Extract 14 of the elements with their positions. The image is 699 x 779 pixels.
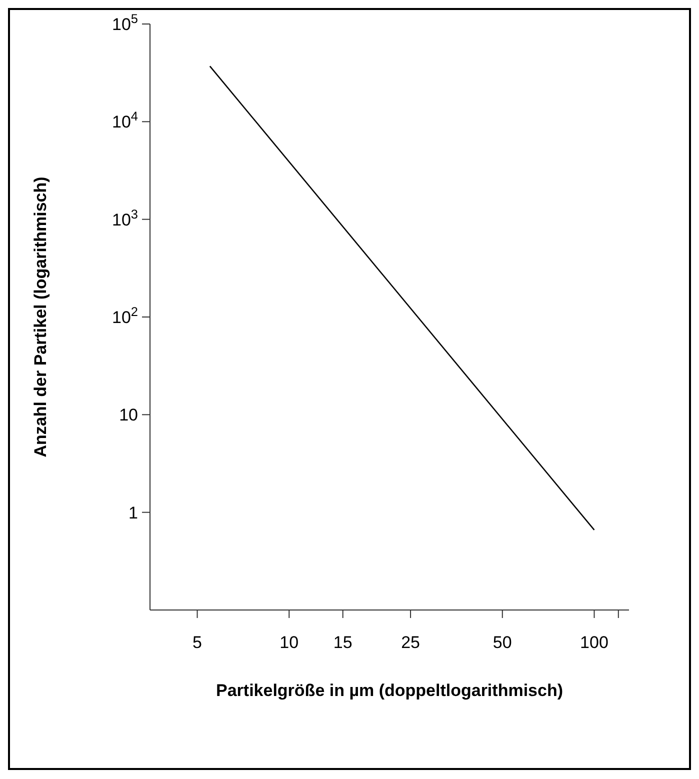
y-tick-label: 10$^{2}$: [112, 304, 138, 327]
x-tick-label: 25: [401, 633, 420, 652]
y-tick-label: 10$^{3}$: [112, 206, 138, 230]
y-tick-label: 10$^{4}$: [112, 108, 138, 132]
y-tick-label: 1: [128, 503, 138, 522]
x-tick-label: 10: [280, 633, 299, 652]
x-tick-label: 50: [492, 633, 512, 652]
y-tick-label: 10$^{5}$: [112, 10, 138, 34]
x-tick-label: 5: [192, 633, 202, 652]
y-tick-label: 10: [119, 406, 138, 425]
x-tick-label: 15: [333, 633, 352, 652]
y-axis-title: Anzahl der Partikel (logarithmisch): [31, 176, 50, 458]
x-axis-title: Partikelgröße in µm (doppeltlogarithmisch): [216, 681, 563, 700]
x-tick-label: 100: [580, 633, 608, 652]
